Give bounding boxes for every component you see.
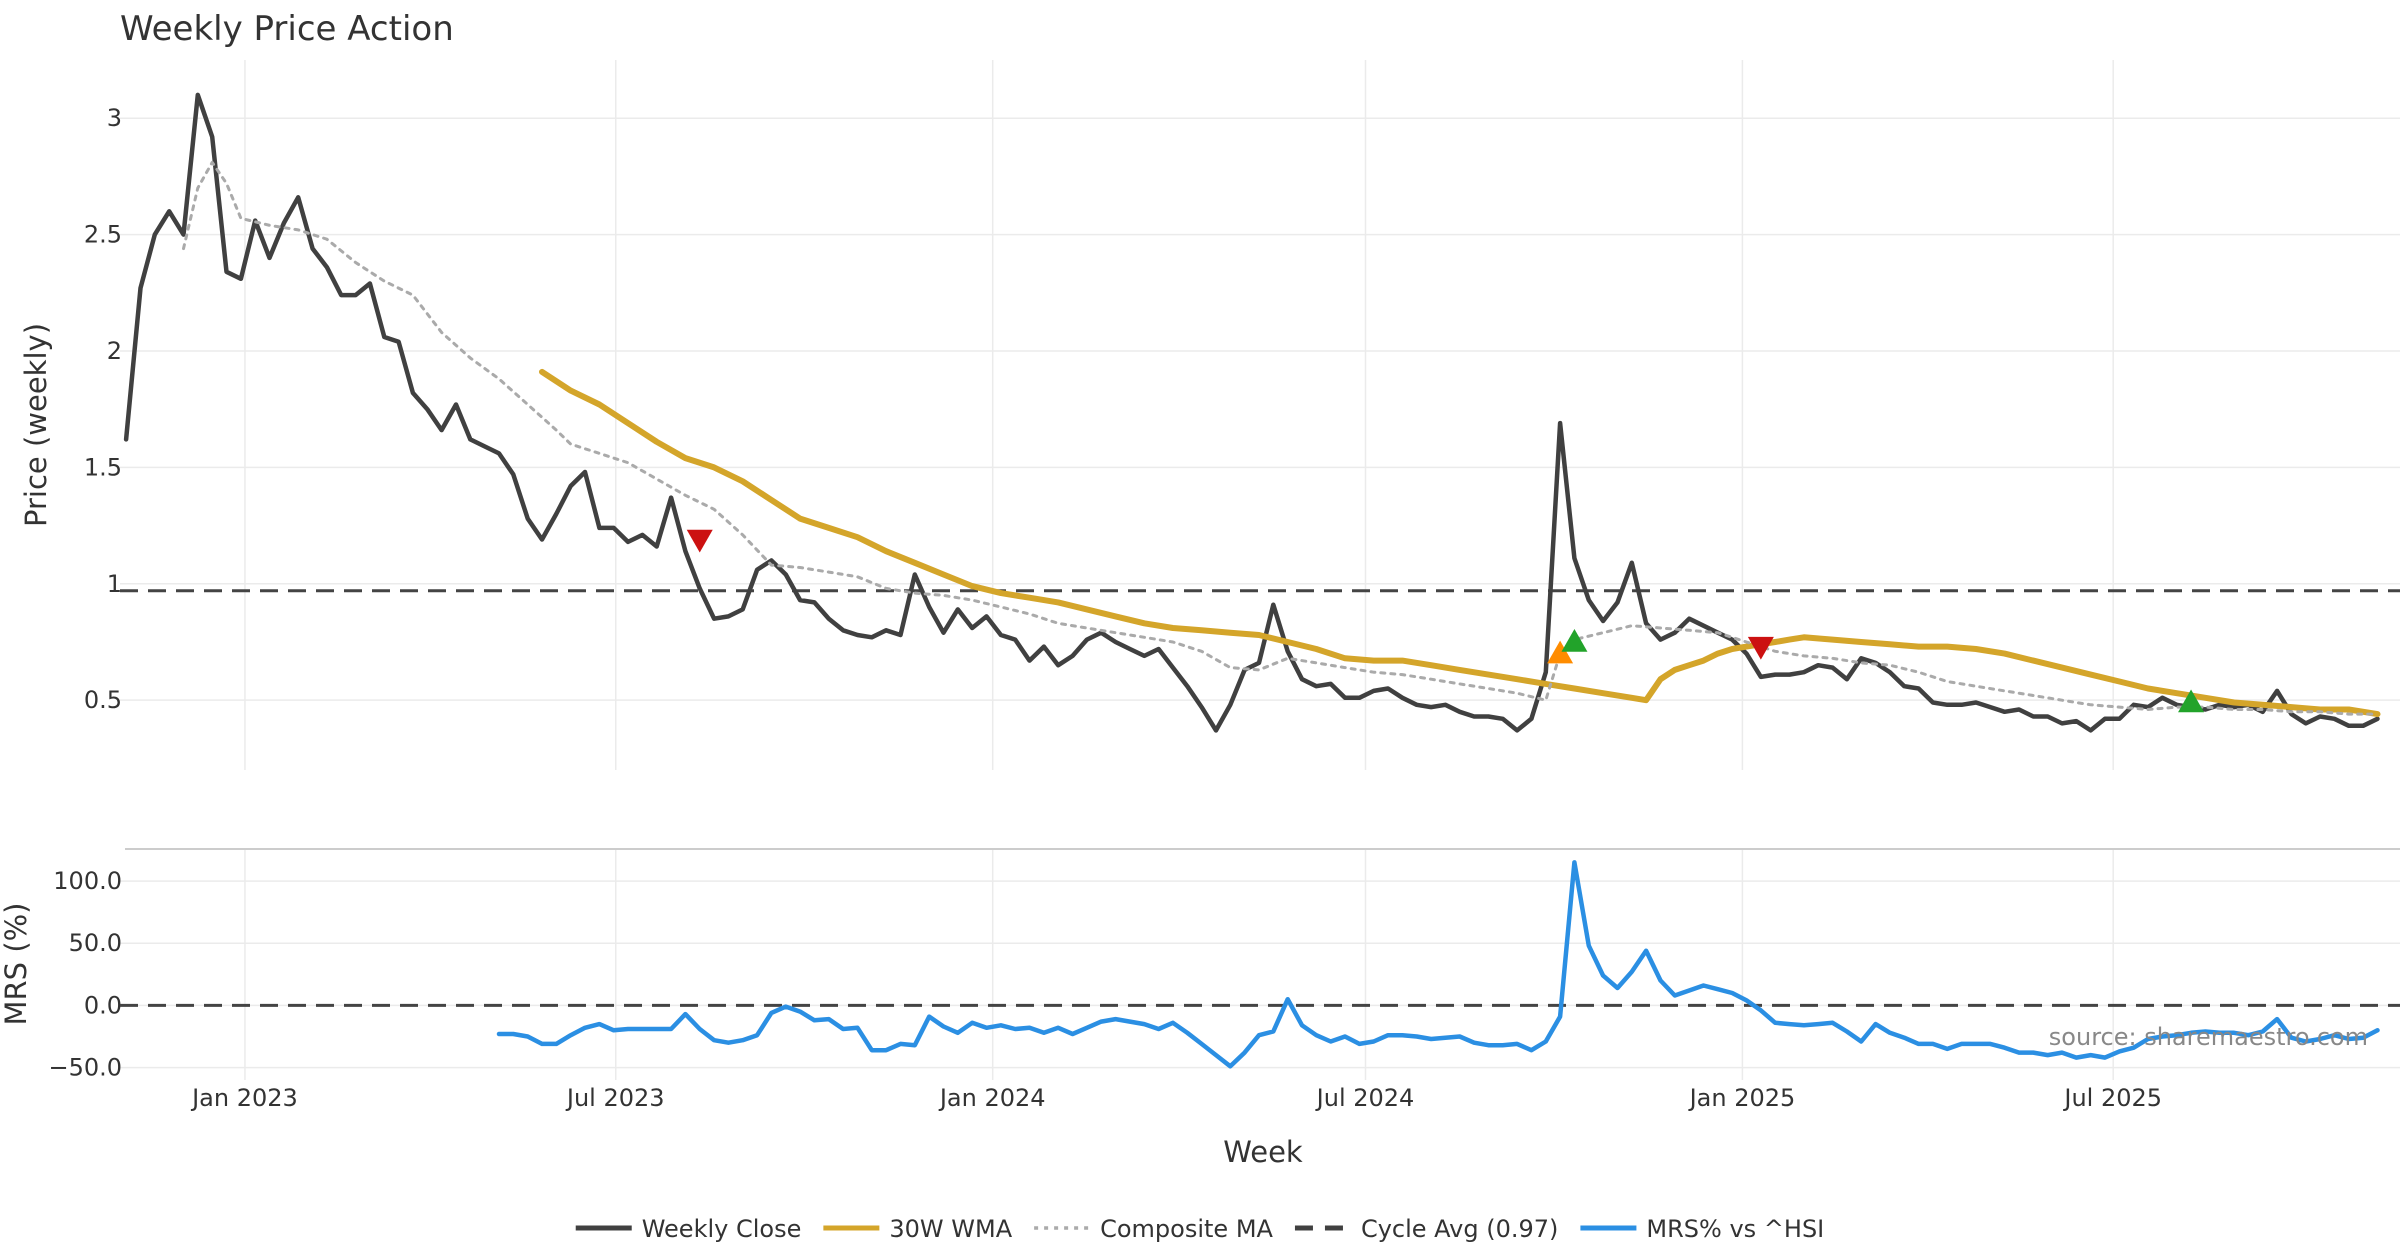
legend-label: MRS% vs ^HSI	[1646, 1215, 1824, 1243]
legend-item: 30W WMA	[823, 1215, 1013, 1243]
signal-marker-triangle-down	[1747, 636, 1774, 660]
series-line-mrs-vs-hsi	[496, 860, 2380, 1069]
price-y-tick-label: 2.5	[84, 221, 122, 249]
series-line-30w-wma	[539, 368, 2381, 718]
price-y-tick-label: 1	[107, 570, 122, 598]
mrs-y-axis-title: MRS (%)	[0, 903, 33, 1026]
x-tick-label: Jul 2024	[1315, 1084, 1415, 1112]
x-axis: Jan 2023 Jul 2023 Jan 2024 Jul 2024 Jan 2025…	[190, 1084, 2162, 1112]
mrs-y-tick-label: 100.0	[53, 867, 122, 895]
price-panel: 0.5 1 1.5 2 2.5 3	[84, 60, 2400, 770]
chart-title: Weekly Price Action	[120, 9, 454, 49]
price-y-tick-label: 3	[107, 104, 122, 132]
mrs-y-tick-label: −50.0	[48, 1054, 122, 1082]
x-tick-label: Jan 2023	[190, 1084, 298, 1112]
price-y-axis-title: Price (weekly)	[19, 323, 53, 527]
mrs-panel: −50.0 0.0 50.0 100.0	[48, 848, 2400, 1082]
x-tick-label: Jul 2023	[565, 1084, 665, 1112]
legend-label: Composite MA	[1100, 1215, 1273, 1243]
legend-label: Cycle Avg (0.97)	[1361, 1215, 1558, 1243]
legend-item: Cycle Avg (0.97)	[1294, 1215, 1558, 1243]
legend-item: MRS% vs ^HSI	[1580, 1215, 1824, 1243]
price-y-tick-label: 2	[107, 337, 122, 365]
legend-label: 30W WMA	[889, 1215, 1012, 1243]
series-line-weekly-close	[123, 92, 2380, 733]
price-y-tick-label: 1.5	[84, 453, 122, 481]
signal-marker-triangle-down	[686, 529, 713, 553]
mrs-y-tick-label: 50.0	[69, 929, 122, 957]
legend-item: Weekly Close	[575, 1215, 802, 1243]
source-note: source: sharemaestro.com	[2049, 1023, 2368, 1051]
legend-label: Weekly Close	[642, 1215, 802, 1243]
x-tick-label: Jul 2025	[2062, 1084, 2162, 1112]
signal-marker-triangle-up	[2178, 689, 2205, 713]
x-axis-title: Week	[1223, 1135, 1303, 1169]
price-y-tick-label: 0.5	[84, 686, 122, 714]
x-tick-label: Jan 2024	[938, 1084, 1046, 1112]
x-tick-label: Jan 2025	[1688, 1084, 1796, 1112]
legend-item: Composite MA	[1034, 1215, 1274, 1243]
signal-marker-triangle-up	[1561, 628, 1588, 652]
series-line-composite-ma	[182, 160, 2379, 716]
legend: Weekly Close 30W WMA Composite MA Cycle Avg…	[575, 1215, 1824, 1243]
signal-marker-triangle-up	[1547, 640, 1574, 664]
mrs-y-tick-label: 0.0	[84, 991, 122, 1019]
